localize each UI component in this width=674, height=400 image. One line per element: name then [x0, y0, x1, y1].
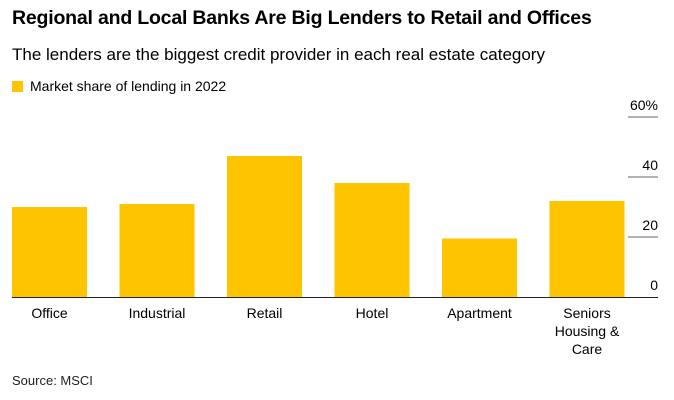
x-tick-label: Office	[31, 305, 68, 321]
y-tick-label: 0	[650, 277, 658, 293]
x-tick-label: Apartment	[447, 305, 512, 321]
x-tick-label: Hotel	[356, 305, 389, 321]
y-tick-label: 60%	[630, 97, 658, 113]
bar	[227, 156, 302, 297]
y-tick-label: 40	[642, 157, 658, 173]
bar	[12, 207, 87, 297]
bar	[549, 201, 625, 297]
y-tick-label: 20	[642, 217, 658, 233]
chart-title: Regional and Local Banks Are Big Lenders…	[12, 7, 592, 29]
x-tick-label: Seniors Housing & Care	[555, 305, 620, 357]
bar	[442, 238, 517, 297]
bar	[119, 204, 195, 297]
legend-label: Market share of lending in 2022	[30, 78, 227, 94]
chart-subtitle: The lenders are the biggest credit provi…	[12, 45, 545, 64]
legend: Market share of lending in 2022	[12, 78, 226, 94]
x-tick-label: Industrial	[129, 305, 186, 321]
source-note: Source: MSCI	[12, 373, 93, 388]
bar	[334, 183, 410, 297]
legend-swatch	[12, 80, 23, 92]
x-tick-label: Retail	[247, 305, 283, 321]
